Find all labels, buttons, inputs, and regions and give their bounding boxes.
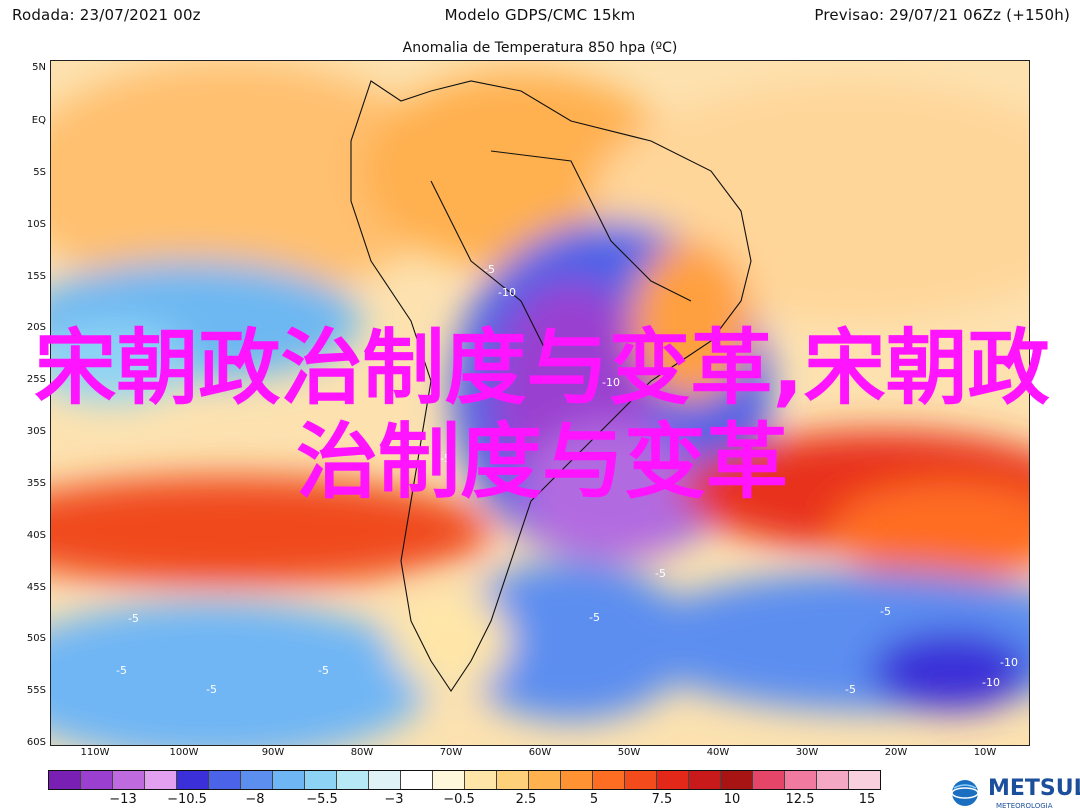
color-scale-swatch: [81, 771, 113, 789]
color-scale-swatch: [529, 771, 561, 789]
anomaly-field: [51, 61, 1029, 745]
color-scale-swatch: [625, 771, 657, 789]
lat-label: 60S: [26, 737, 46, 748]
lat-label: 50S: [26, 633, 46, 644]
color-scale-label: 2.5: [515, 792, 537, 807]
brand-name: METSUL: [988, 776, 1080, 801]
color-scale-label: −5.5: [306, 792, 338, 807]
lon-label: 10W: [973, 747, 997, 758]
contour-label: -5: [589, 611, 600, 624]
lon-label: 30W: [795, 747, 819, 758]
color-scale-label: −3: [384, 792, 404, 807]
forecast-time-label: Previsao: 29/07/21 06Zz (+150h): [814, 6, 1070, 24]
run-date-label: Rodada: 23/07/2021 00z: [12, 6, 201, 24]
lat-label: 5N: [32, 62, 46, 73]
lon-label: 40W: [706, 747, 730, 758]
lat-label: 35S: [26, 478, 46, 489]
contour-label: -5: [318, 664, 329, 677]
lat-label: 10S: [26, 219, 46, 230]
contour-label: -10: [1000, 656, 1018, 669]
color-scale-swatch: [337, 771, 369, 789]
contour-label: -5: [484, 263, 495, 276]
contour-label: -5: [655, 567, 666, 580]
lat-label: 20S: [26, 322, 46, 333]
color-scale-swatch: [753, 771, 785, 789]
lon-label: 100W: [169, 747, 199, 758]
brand-subtitle: METEOROLOGIA: [996, 802, 1053, 810]
color-scale-swatch: [305, 771, 337, 789]
contour-label: -5: [116, 664, 127, 677]
color-scale-swatch: [465, 771, 497, 789]
color-scale-label: −13: [109, 792, 137, 807]
lon-label: 20W: [884, 747, 908, 758]
lon-label: 110W: [80, 747, 110, 758]
color-scale-swatch: [369, 771, 401, 789]
color-scale-swatch: [497, 771, 529, 789]
color-scale-label: −0.5: [443, 792, 475, 807]
map-title: Anomalia de Temperatura 850 hpa (ºC): [402, 40, 678, 56]
color-scale-swatch: [817, 771, 849, 789]
temperature-anomaly-map: [50, 60, 1030, 746]
color-scale-swatch: [785, 771, 817, 789]
color-scale-label: 12.5: [785, 792, 815, 807]
color-scale-label: −8: [245, 792, 265, 807]
lat-label: 15S: [26, 271, 46, 282]
color-scale-bar: [48, 770, 881, 790]
contour-label: -10: [498, 286, 516, 299]
lat-label: EQ: [31, 115, 46, 126]
lon-label: 60W: [528, 747, 552, 758]
color-scale-swatch: [689, 771, 721, 789]
coastline: [350, 80, 752, 692]
lat-label: 30S: [26, 426, 46, 437]
color-scale-swatch: [433, 771, 465, 789]
color-scale-label: 10: [723, 792, 741, 807]
lat-label: 45S: [26, 582, 46, 593]
contour-label: -5: [206, 683, 217, 696]
lon-label: 50W: [617, 747, 641, 758]
metsul-logo: METSUL METEOROLOGIA: [948, 774, 1080, 810]
color-scale-label: −10.5: [167, 792, 207, 807]
contour-label: -10: [602, 376, 620, 389]
color-scale-swatch: [241, 771, 273, 789]
overlay-headline: 宋朝政治制度与变革,宋朝政治制度与变革: [34, 321, 1050, 510]
contour-label: -5: [128, 612, 139, 625]
color-scale-swatch: [657, 771, 689, 789]
color-scale-swatch: [561, 771, 593, 789]
color-scale-label: 5: [589, 792, 599, 807]
color-scale-swatch: [273, 771, 305, 789]
contour-label: -5: [845, 683, 856, 696]
contour-label: -10: [982, 676, 1000, 689]
contour-label: -5: [440, 452, 451, 465]
color-scale-swatch: [209, 771, 241, 789]
lat-label: 25S: [26, 374, 46, 385]
lon-label: 80W: [350, 747, 374, 758]
color-scale-swatch: [145, 771, 177, 789]
model-name-label: Modelo GDPS/CMC 15km: [444, 6, 636, 24]
color-scale-label: 15: [858, 792, 876, 807]
color-scale-swatch: [49, 771, 81, 789]
color-scale-label: 7.5: [651, 792, 673, 807]
color-scale-swatch: [849, 771, 880, 789]
globe-icon: [951, 780, 979, 806]
lon-label: 70W: [439, 747, 463, 758]
lon-label: 90W: [261, 747, 285, 758]
color-scale-swatch: [401, 771, 433, 789]
color-scale-swatch: [113, 771, 145, 789]
lat-label: 55S: [26, 685, 46, 696]
color-scale-swatch: [593, 771, 625, 789]
color-scale-swatch: [177, 771, 209, 789]
lat-label: 40S: [26, 530, 46, 541]
lat-label: 5S: [33, 167, 46, 178]
color-scale-swatch: [721, 771, 753, 789]
contour-label: -5: [880, 605, 891, 618]
